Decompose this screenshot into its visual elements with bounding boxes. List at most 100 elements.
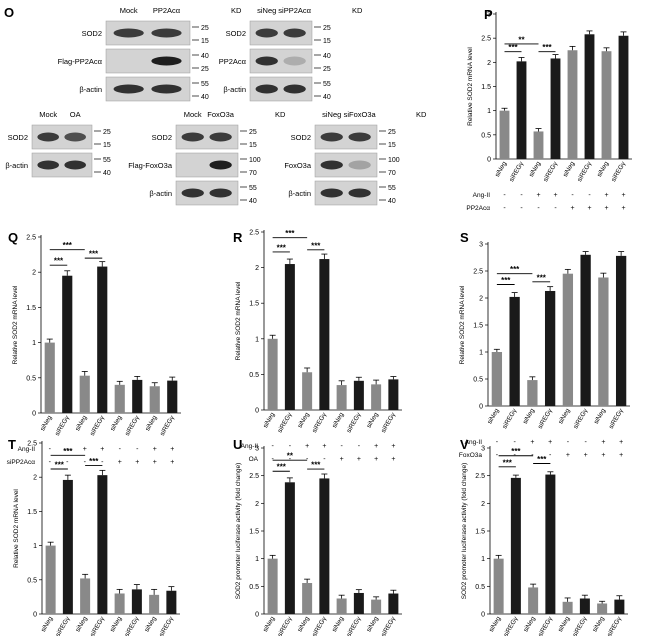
bar [544,290,556,406]
y-axis-label: Relative SOD2 mRNA level [13,489,20,568]
bar [149,386,160,413]
panel-letter-O: O [4,5,14,20]
category-label: siREGγ [124,615,141,636]
significance-label: *** [89,250,99,259]
blot-band [37,132,59,142]
blot-band [348,132,371,142]
y-tick-label: 0 [33,612,37,619]
condition-sign: + [553,192,557,199]
category-label: siNeg [528,160,543,178]
condition-sign: + [619,452,623,459]
category-label: siREGγ [537,407,554,430]
bar [80,578,91,614]
marker-label: 15 [103,142,111,149]
condition-sign: - [289,443,292,450]
condition-label: siPP2Acα [7,459,36,466]
marker-label: 70 [388,170,396,177]
marker-label: 25 [323,25,331,32]
bar [499,110,510,159]
y-tick-label: 3 [255,446,259,453]
y-tick-label: 0 [481,612,485,619]
y-tick-label: 3 [479,242,483,249]
condition-sign: - [537,205,540,212]
condition-sign: - [306,456,309,463]
significance-label: *** [277,463,287,472]
lane-label: siPP2Acα [278,6,311,15]
y-tick-label: 1.5 [26,305,36,312]
western-blot-2: siNeg siPP2Acα KD SOD2 25 15 PP2Acα 40 25 β-actin… [219,6,363,102]
y-tick-label: 0.5 [249,584,259,591]
bar [510,477,521,614]
bar [45,545,56,614]
blot-band [255,28,278,38]
bar [319,478,330,614]
category-label: siNeg [593,407,608,425]
bar [584,34,595,159]
significance-label: *** [311,461,321,470]
category-label: siREGγ [346,615,363,636]
western-blot-5: siNeg siFoxO3a KD SOD2 25 15 FoxO3a 100 70 β-acti… [284,110,427,206]
category-label: siREGγ [610,160,627,183]
blot-row-label: SOD2 [8,133,28,142]
category-label: siNeg [331,411,346,429]
y-axis-label: Relative SOD2 mRNA level [459,285,466,364]
marker-label: 40 [388,198,396,205]
panel-letter-P: P [484,7,493,22]
blot-band [181,188,204,198]
lane-label: OA [70,110,81,119]
condition-sign: + [584,452,588,459]
y-tick-label: 2.5 [473,269,483,276]
bar [166,590,177,614]
y-tick-label: 0.5 [249,372,259,379]
bar [302,583,313,614]
category-label: siREGγ [608,407,625,430]
category-label: siNeg [296,615,311,633]
blot-band [209,160,232,170]
bar [336,598,347,614]
marker-label: 100 [388,157,400,164]
condition-sign: - [520,192,523,199]
chart-Q: Q 0 0.5 1 1.5 2 2.5 Relative SOD2 mRNA level siN… [7,230,181,466]
y-tick-label: 2.5 [475,473,485,480]
significance-label: *** [54,257,64,266]
bar [550,58,561,159]
condition-sign: - [358,443,361,450]
condition-label: Ang-II [241,443,259,450]
category-label: siREGγ [277,615,294,636]
blot-band [283,28,306,38]
y-tick-label: 0 [487,157,491,164]
category-label: siREGγ [537,615,554,636]
y-axis-label: Relative SOD2 mRNA level [12,285,19,364]
y-tick-label: 1 [479,350,483,357]
category-label: siREGγ [311,615,328,636]
bar [131,589,142,614]
y-tick-label: 0.5 [481,132,491,139]
y-tick-label: 1 [487,108,491,115]
condition-sign: - [66,459,69,466]
bar [493,558,504,614]
marker-label: 15 [201,38,209,45]
condition-sign: - [289,456,292,463]
category-label: siNeg [74,615,89,633]
condition-sign: + [322,443,326,450]
bar [371,384,382,410]
condition-sign: + [604,205,608,212]
marker-label: 25 [323,66,331,73]
y-tick-label: 2.5 [249,230,259,237]
significance-label: *** [508,43,518,52]
condition-sign: + [170,446,174,453]
condition-sign: - [101,459,104,466]
marker-label: 25 [103,129,111,136]
panel-letter-R: R [233,230,243,245]
blot-band [37,160,59,170]
condition-sign: - [513,439,516,446]
category-label: siREGγ [89,615,106,636]
y-tick-label: 2.5 [249,473,259,480]
y-tick-label: 1.5 [27,509,37,516]
bar [579,598,590,614]
y-tick-label: 1.5 [249,529,259,536]
significance-label: ** [287,452,294,461]
condition-sign: - [571,192,574,199]
lane-label: PP2Acα [153,6,181,15]
y-tick-label: 1 [255,556,259,563]
